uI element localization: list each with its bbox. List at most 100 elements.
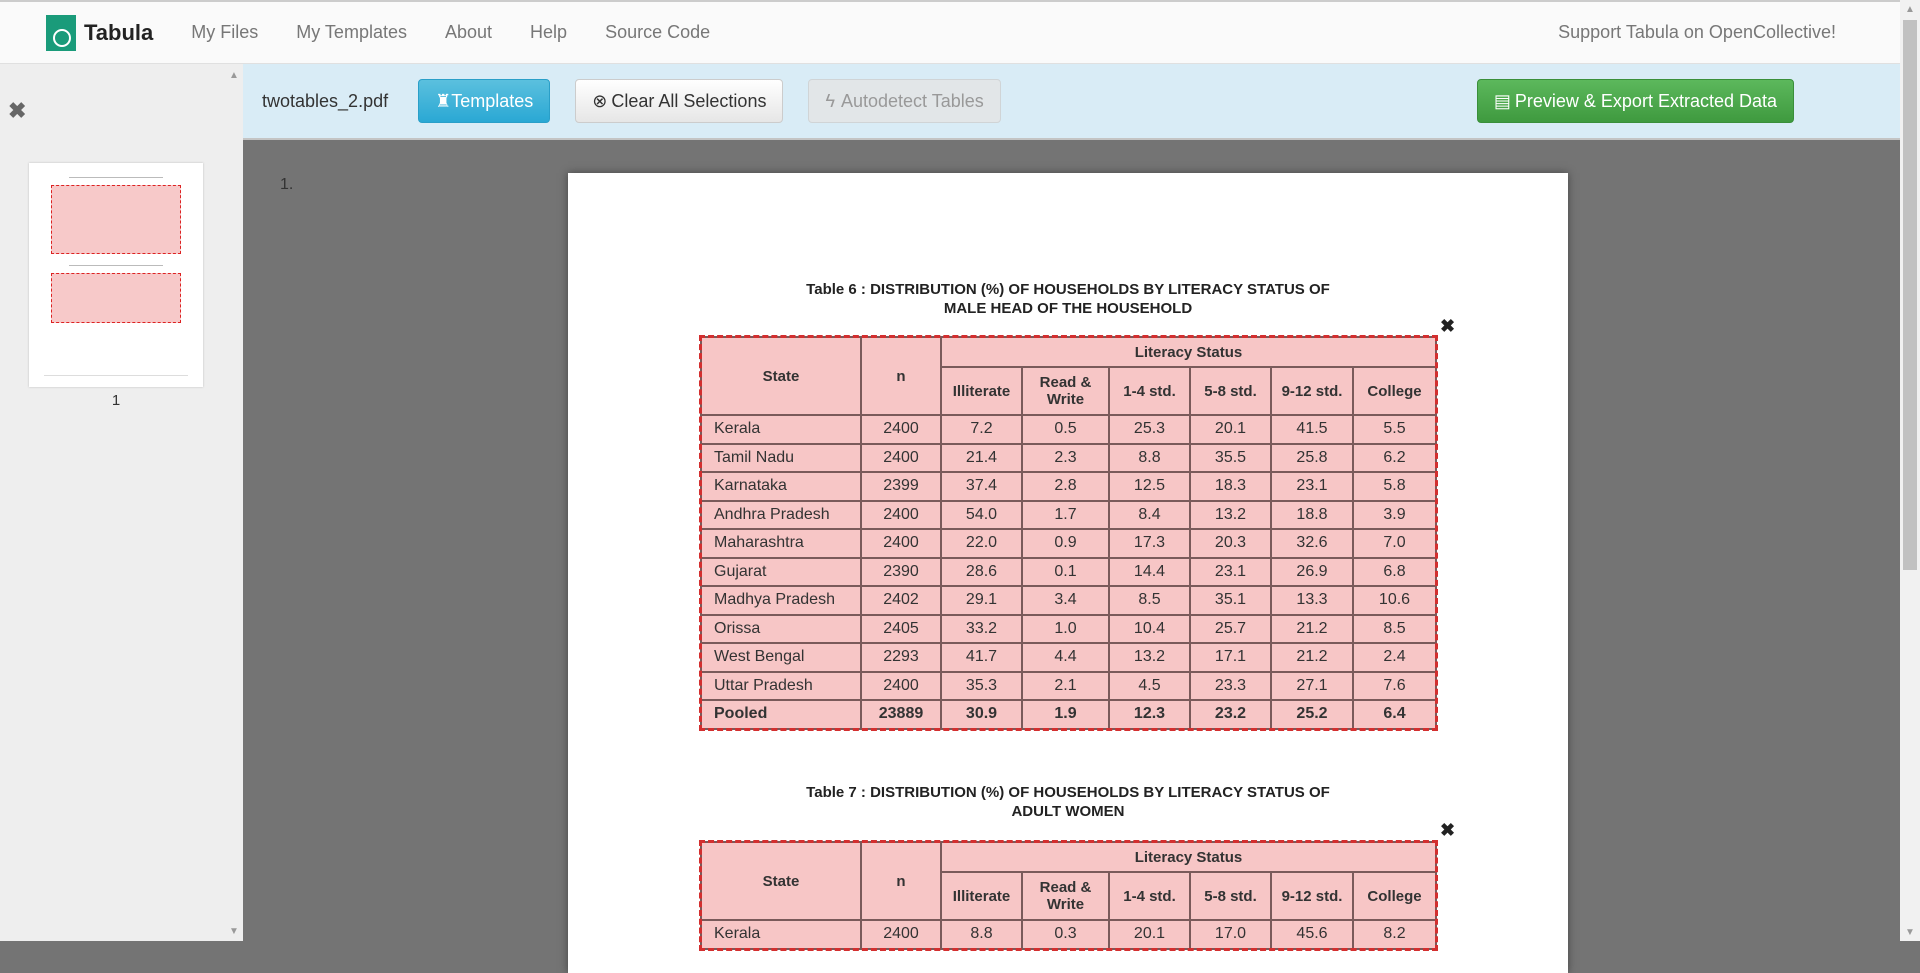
table-row: Kerala 2400 8.8 0.3 20.1 17.0 45.6 8.2 (700, 919, 1437, 950)
nav-source-code[interactable]: Source Code (605, 22, 711, 42)
scroll-down-icon[interactable]: ▼ (1905, 927, 1915, 938)
lightning-icon: ϟ (825, 90, 835, 111)
table-cell: 0.3 (1021, 919, 1110, 950)
table-row: Madhya Pradesh 2402 29.1 3.4 8.5 35.1 13.3 10.6 (700, 585, 1437, 616)
table-cell: 35.5 (1189, 442, 1272, 473)
clear-all-selections-button[interactable]: ⊗ Clear All Selections (575, 79, 784, 123)
support-link[interactable]: Support Tabula on OpenCollective! (1558, 22, 1836, 42)
table-cell: 25.2 (1270, 699, 1354, 730)
page-thumbnail[interactable] (29, 163, 203, 387)
templates-button[interactable]: ♜ Templates (418, 79, 551, 123)
table-row: Orissa 2405 33.2 1.0 10.4 25.7 21.2 8.5 (700, 613, 1437, 644)
table-cell: 8.2 (1352, 919, 1437, 950)
header-col: Read & Write (1021, 366, 1110, 416)
table-cell: 17.3 (1108, 528, 1191, 559)
thumbnail-selection (51, 185, 181, 254)
header-literacy-status: Literacy Status (940, 841, 1437, 873)
table-row: Andhra Pradesh 2400 54.0 1.7 8.4 13.2 18.8 3.9 (700, 499, 1437, 530)
table-cell: 14.4 (1108, 556, 1191, 587)
table-cell: 18.8 (1270, 499, 1354, 530)
table-cell: 26.9 (1270, 556, 1354, 587)
table-row: Tamil Nadu 2400 21.4 2.3 8.8 35.5 25.8 6.2 (700, 442, 1437, 473)
table-cell: 2.3 (1021, 442, 1110, 473)
table7-title: Table 7 : DISTRIBUTION (%) OF HOUSEHOLDS… (568, 783, 1568, 821)
header-col: 1-4 std. (1108, 366, 1191, 416)
table-cell: 13.2 (1108, 642, 1191, 673)
table-cell: 2.8 (1021, 471, 1110, 502)
table-cell: 23.3 (1189, 670, 1272, 701)
header-col: College (1352, 871, 1437, 921)
remove-selection-icon[interactable]: ✖ (1440, 316, 1456, 336)
table-cell: Gujarat (700, 556, 862, 587)
nav-about[interactable]: About (444, 22, 493, 42)
table-cell: 8.8 (1108, 442, 1191, 473)
header-col: Illiterate (940, 366, 1023, 416)
table-cell: 1.7 (1021, 499, 1110, 530)
table-cell: 2405 (860, 613, 942, 644)
table-cell: 0.9 (1021, 528, 1110, 559)
vertical-scrollbar[interactable]: ▲ ▼ (1900, 0, 1920, 941)
table-cell: Pooled (700, 699, 862, 730)
table-row: Kerala 2400 7.2 0.5 25.3 20.1 41.5 5.5 (700, 414, 1437, 445)
header-col: 5-8 std. (1189, 871, 1272, 921)
table-cell: 12.3 (1108, 699, 1191, 730)
title-line: Table 6 : DISTRIBUTION (%) OF HOUSEHOLDS… (806, 281, 1330, 298)
table-cell: 17.1 (1189, 642, 1272, 673)
table-cell: 12.5 (1108, 471, 1191, 502)
table-cell: 2400 (860, 528, 942, 559)
scroll-down-icon[interactable]: ▼ (229, 926, 239, 937)
scrollbar-thumb[interactable] (1903, 20, 1917, 570)
table-cell: 21.4 (940, 442, 1023, 473)
table-cell: 45.6 (1270, 919, 1354, 950)
table-cell: 2.1 (1021, 670, 1110, 701)
table-cell: 4.5 (1108, 670, 1191, 701)
header-col: Illiterate (940, 871, 1023, 921)
table-cell: 25.7 (1189, 613, 1272, 644)
nav-my-files[interactable]: My Files (191, 22, 259, 42)
remove-selection-icon[interactable]: ✖ (1440, 820, 1456, 840)
table-cell: 8.5 (1108, 585, 1191, 616)
table-cell: Uttar Pradesh (700, 670, 862, 701)
templates-label: Templates (451, 90, 534, 111)
table-cell: Kerala (700, 919, 862, 950)
brand-link[interactable]: Tabula (46, 14, 154, 51)
table-cell: 2399 (860, 471, 942, 502)
table-cell: West Bengal (700, 642, 862, 673)
scroll-up-icon[interactable]: ▲ (1905, 4, 1915, 15)
brand-name: Tabula (84, 19, 154, 45)
header-col: 1-4 std. (1108, 871, 1191, 921)
thumbnail-page-number: 1 (111, 392, 121, 409)
table-cell: 10.4 (1108, 613, 1191, 644)
table-cell: 21.2 (1270, 642, 1354, 673)
scroll-up-icon[interactable]: ▲ (229, 70, 239, 81)
table-cell: Kerala (700, 414, 862, 445)
preview-export-button[interactable]: ▤ Preview & Export Extracted Data (1476, 79, 1794, 123)
table-cell: 2.4 (1352, 642, 1437, 673)
templates-icon: ♜ (435, 90, 452, 111)
autodetect-label: Autodetect Tables (840, 90, 984, 111)
table-cell: 35.3 (940, 670, 1023, 701)
table-row: West Bengal 2293 41.7 4.4 13.2 17.1 21.2 2.4 (700, 642, 1437, 673)
table-cell: 6.2 (1352, 442, 1437, 473)
table-cell: 28.6 (940, 556, 1023, 587)
nav-help[interactable]: Help (530, 22, 568, 42)
table6-title: Table 6 : DISTRIBUTION (%) OF HOUSEHOLDS… (568, 280, 1568, 318)
close-sidebar-icon[interactable]: ✖ (8, 98, 27, 123)
table-row: Maharashtra 2400 22.0 0.9 17.3 20.3 32.6 7.0 (700, 528, 1437, 559)
header-col: 5-8 std. (1189, 366, 1272, 416)
autodetect-tables-button[interactable]: ϟ Autodetect Tables (808, 79, 1001, 123)
table-cell: 7.6 (1352, 670, 1437, 701)
toolbar: twotables_2.pdf ♜ Templates ⊗ Clear All Se… (243, 64, 1900, 140)
table-cell: 0.1 (1021, 556, 1110, 587)
table-cell: Karnataka (700, 471, 862, 502)
table6-selection[interactable]: State n Literacy Status Illiterate Read & Wr… (699, 335, 1438, 731)
table-cell: 33.2 (940, 613, 1023, 644)
pdf-page[interactable]: Table 6 : DISTRIBUTION (%) OF HOUSEHOLDS… (568, 173, 1568, 973)
table7-selection[interactable]: State n Literacy Status Illiterate Read & Wr… (699, 840, 1438, 951)
clear-label: Clear All Selections (611, 90, 767, 111)
table-cell: 6.8 (1352, 556, 1437, 587)
header-state: State (700, 841, 862, 921)
header-state: State (700, 336, 862, 416)
header-col: College (1352, 366, 1437, 416)
nav-my-templates[interactable]: My Templates (296, 22, 407, 42)
